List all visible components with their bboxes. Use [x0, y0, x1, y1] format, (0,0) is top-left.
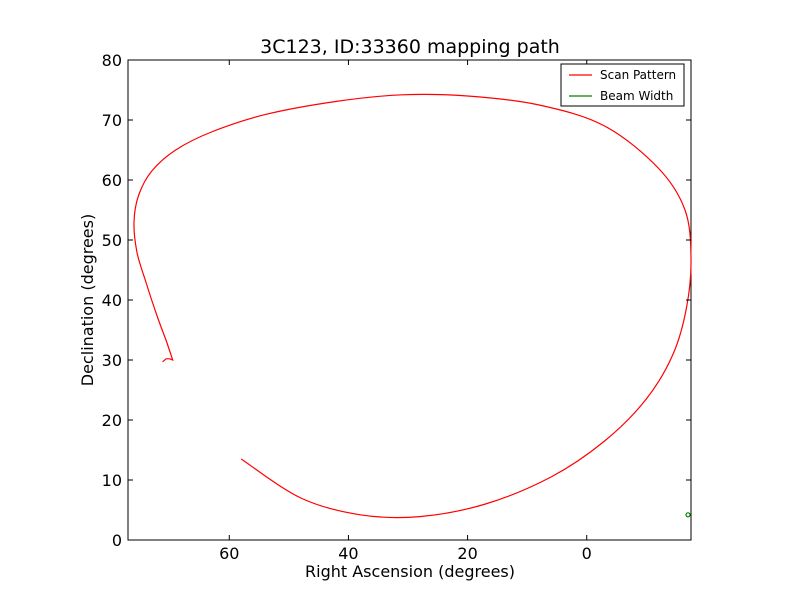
chart-title: 3C123, ID:33360 mapping path — [260, 36, 560, 58]
series-beam-width-marker — [685, 512, 691, 518]
series-scan-pattern-line — [133, 93, 692, 519]
x-tick-label: 0 — [582, 544, 592, 563]
y-axis-ticks: 0 10 20 30 40 50 60 70 80 — [102, 51, 691, 550]
legend: Scan Pattern Beam Width — [560, 63, 685, 107]
legend-label-beam-width: Beam Width — [600, 89, 673, 103]
y-tick-label: 60 — [102, 171, 122, 190]
plot-area: 60 40 20 0 0 10 20 30 40 50 60 70 80 — [102, 51, 692, 563]
x-tick-label: 60 — [219, 544, 239, 563]
y-tick-label: 50 — [102, 231, 122, 250]
y-tick-label: 20 — [102, 411, 122, 430]
legend-label-scan-pattern: Scan Pattern — [600, 68, 676, 82]
x-tick-label: 20 — [457, 544, 477, 563]
y-tick-label: 40 — [102, 291, 122, 310]
y-tick-label: 10 — [102, 471, 122, 490]
x-axis-ticks: 60 40 20 0 — [219, 60, 592, 563]
y-tick-label: 30 — [102, 351, 122, 370]
x-axis-label: Right Ascension (degrees) — [305, 562, 515, 581]
y-tick-label: 80 — [102, 51, 122, 70]
legend-box — [560, 63, 685, 107]
series-layer — [133, 93, 692, 519]
y-tick-label: 0 — [112, 531, 122, 550]
x-tick-label: 40 — [338, 544, 358, 563]
y-axis-label: Declination (degrees) — [78, 214, 97, 386]
y-tick-label: 70 — [102, 111, 122, 130]
